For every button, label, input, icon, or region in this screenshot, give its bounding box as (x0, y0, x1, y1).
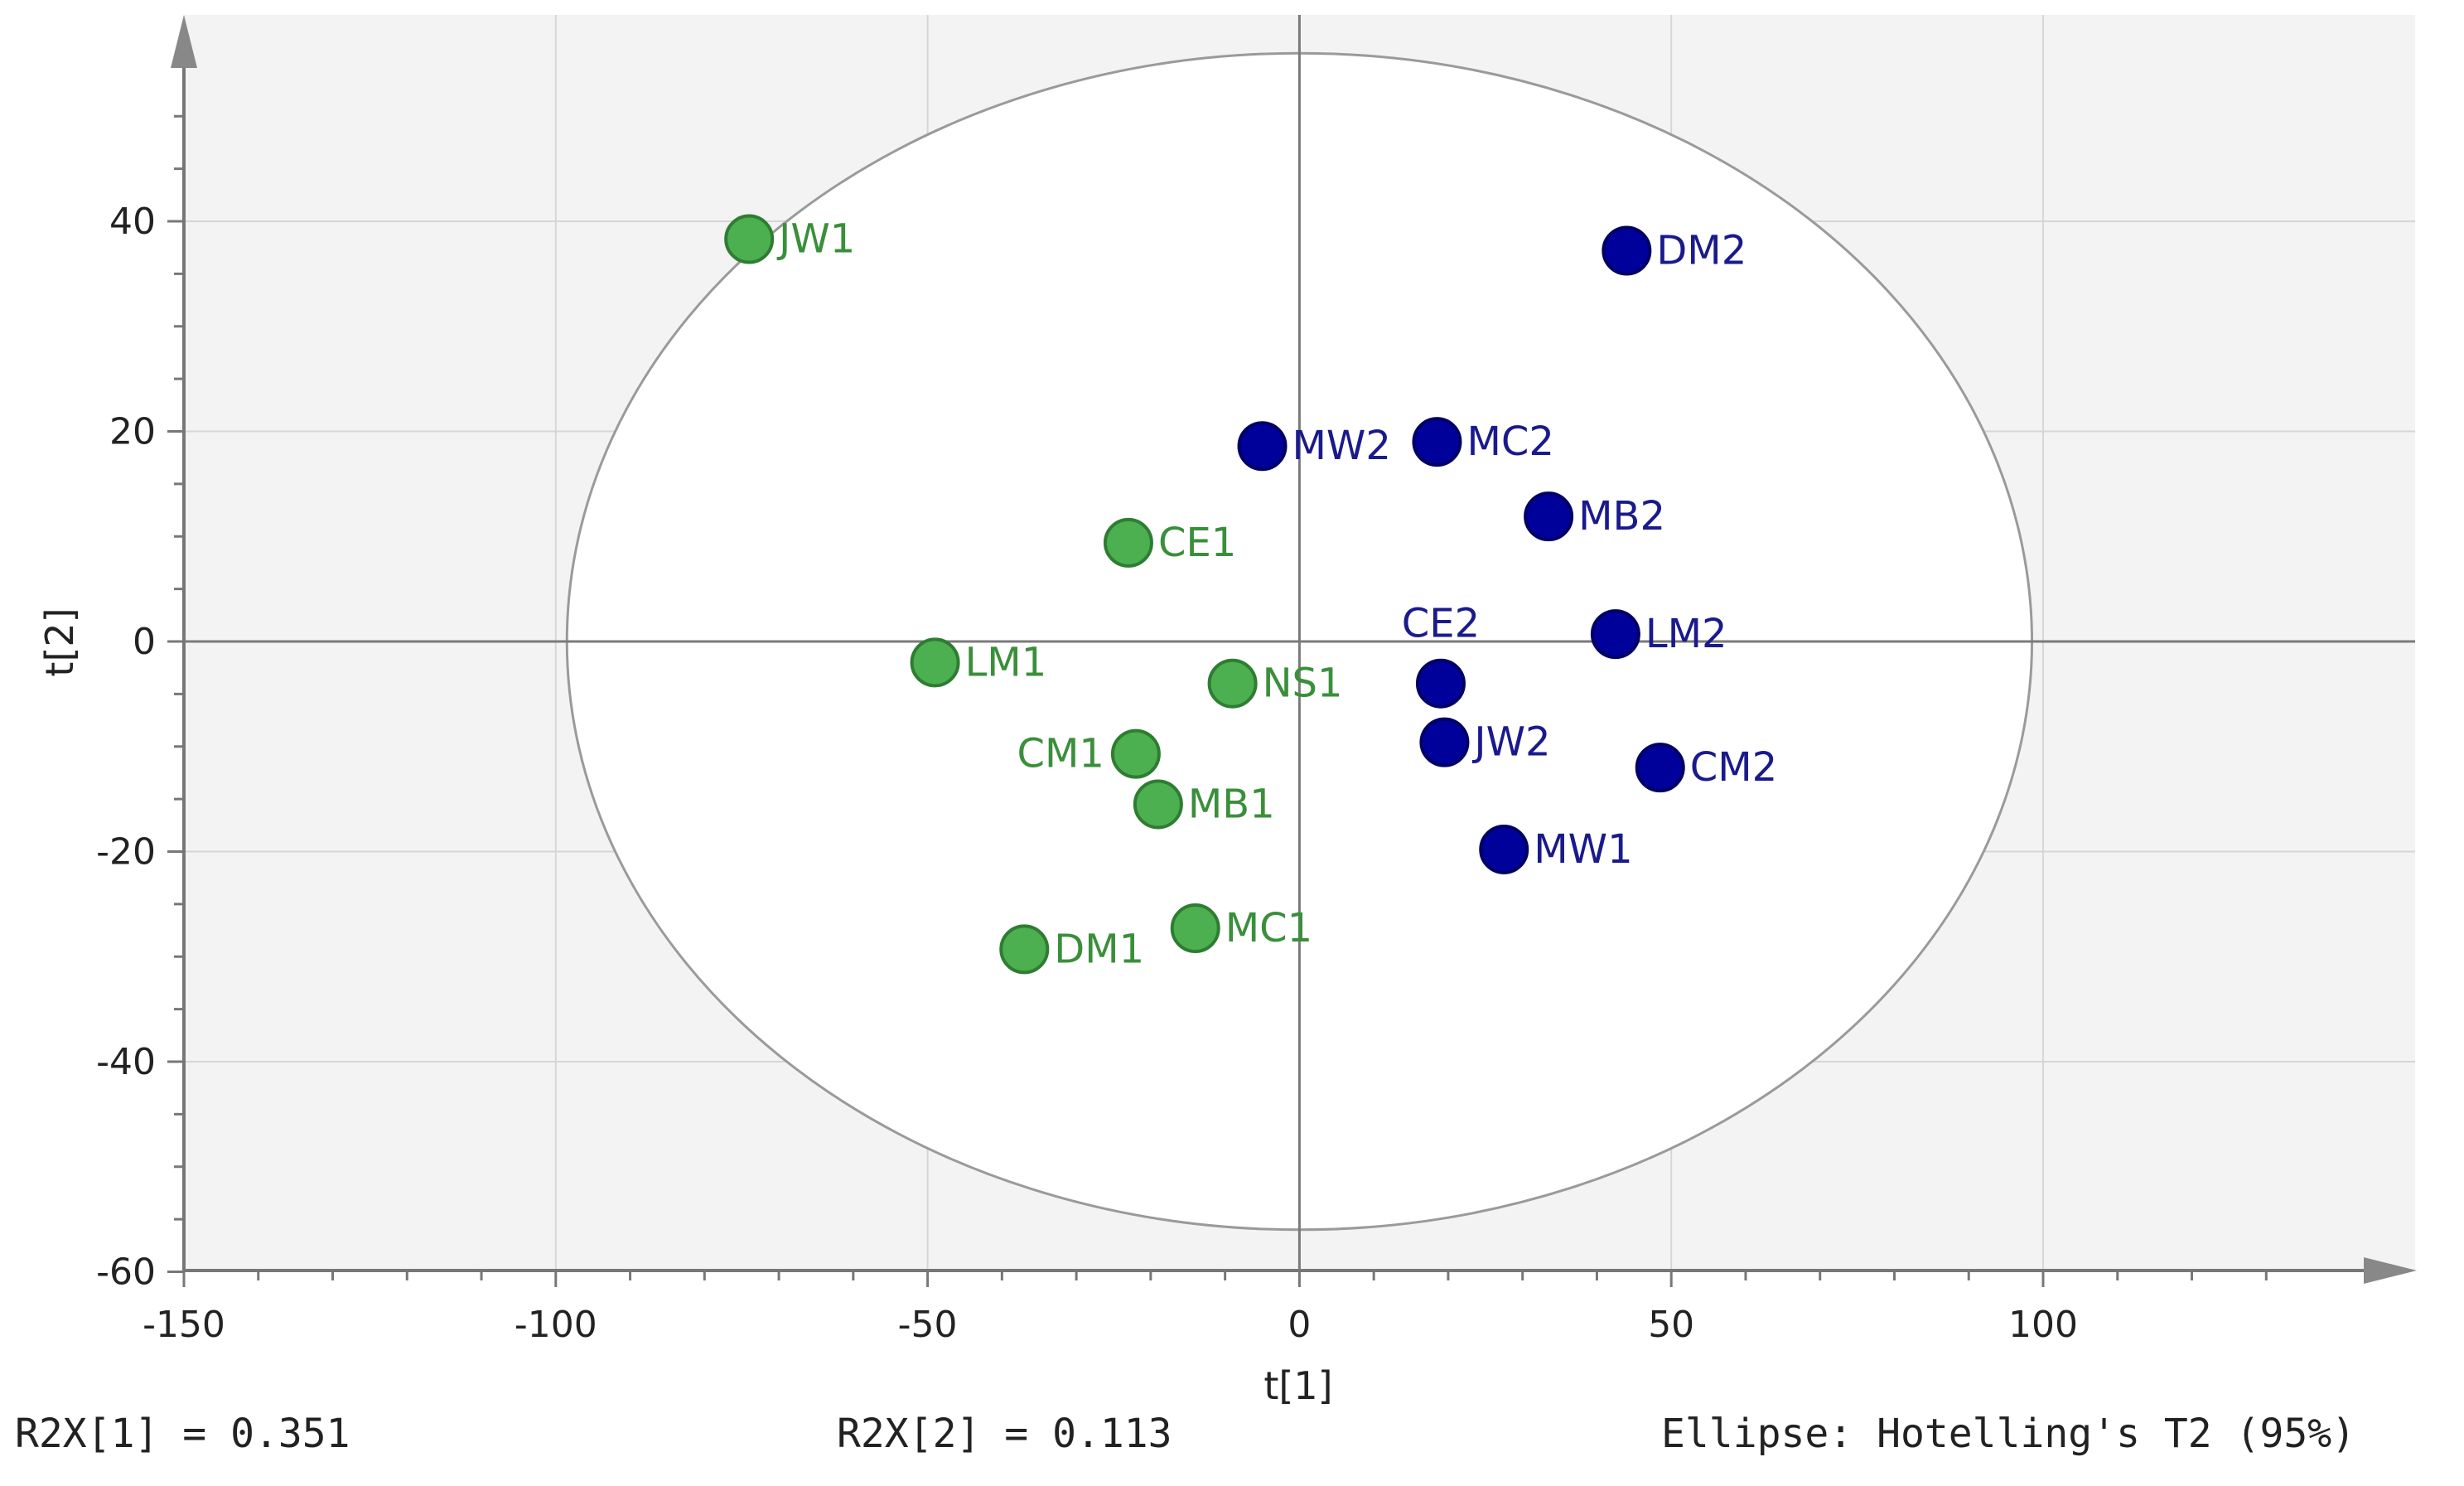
y-tick-label: -20 (96, 831, 156, 874)
data-point (1479, 824, 1529, 874)
data-point (1415, 658, 1466, 709)
data-point (1590, 609, 1640, 660)
x-axis-arrow (2364, 1257, 2417, 1284)
data-point-label: LM2 (1645, 611, 1727, 657)
data-point (1237, 421, 1288, 472)
x-tick-label: -50 (898, 1304, 958, 1346)
x-tick-label: -100 (515, 1304, 597, 1346)
data-point (1635, 743, 1685, 793)
data-point-label: MC2 (1466, 419, 1553, 465)
data-point-label: CM2 (1690, 744, 1777, 791)
data-point (1170, 903, 1220, 954)
x-tick-label: 0 (1288, 1304, 1311, 1346)
data-point-label: JW1 (776, 216, 855, 263)
x-axis-title: t[1] (1263, 1363, 1332, 1408)
ellipse-note: Ellipse: Hotelling's T2 (95%) (1661, 1411, 2356, 1457)
y-axis-arrow (171, 15, 197, 68)
data-point (1524, 491, 1574, 542)
y-tick-label: -60 (96, 1251, 156, 1294)
data-point-label: MW1 (1534, 826, 1632, 873)
data-point-label: MW2 (1292, 423, 1391, 469)
data-point (1412, 417, 1462, 467)
y-tick-label: 0 (133, 621, 156, 663)
y-tick-label: -40 (96, 1041, 156, 1083)
data-point-label: LM1 (965, 639, 1047, 685)
score-scatter-plot: -150 -100 -50 0 50 100 -60 -40 -20 0 20 40 JW1 CE1 LM… (37, 15, 2417, 1408)
data-point (1207, 658, 1258, 709)
data-point (999, 924, 1050, 975)
data-point (1110, 728, 1161, 779)
data-point-label: CM1 (1017, 731, 1104, 777)
data-point-label: CE2 (1402, 601, 1480, 647)
data-point (1602, 225, 1652, 276)
data-point-label: MC1 (1225, 905, 1312, 951)
x-tick-label: 50 (1648, 1304, 1694, 1346)
r2x1-readout: R2X[1] = 0.351 (15, 1411, 350, 1457)
data-point (724, 214, 775, 264)
x-tick-label: -150 (143, 1304, 225, 1346)
data-point (1103, 517, 1153, 568)
data-point-label: CE1 (1158, 520, 1236, 566)
data-point-label: JW2 (1471, 719, 1550, 766)
x-tick-label: 100 (2008, 1304, 2078, 1346)
data-point (910, 637, 960, 688)
y-tick-label: 40 (109, 201, 156, 243)
data-point (1133, 779, 1183, 830)
data-point-label: NS1 (1263, 661, 1343, 707)
data-point-label: MB1 (1188, 781, 1275, 827)
data-point-label: DM1 (1054, 926, 1144, 972)
r2x2-readout: R2X[2] = 0.113 (837, 1411, 1172, 1457)
data-point (1419, 717, 1470, 767)
data-point-label: DM2 (1656, 227, 1747, 273)
y-tick-label: 20 (109, 411, 156, 453)
y-axis-title: t[2] (37, 607, 82, 676)
data-point-label: MB2 (1578, 493, 1665, 540)
